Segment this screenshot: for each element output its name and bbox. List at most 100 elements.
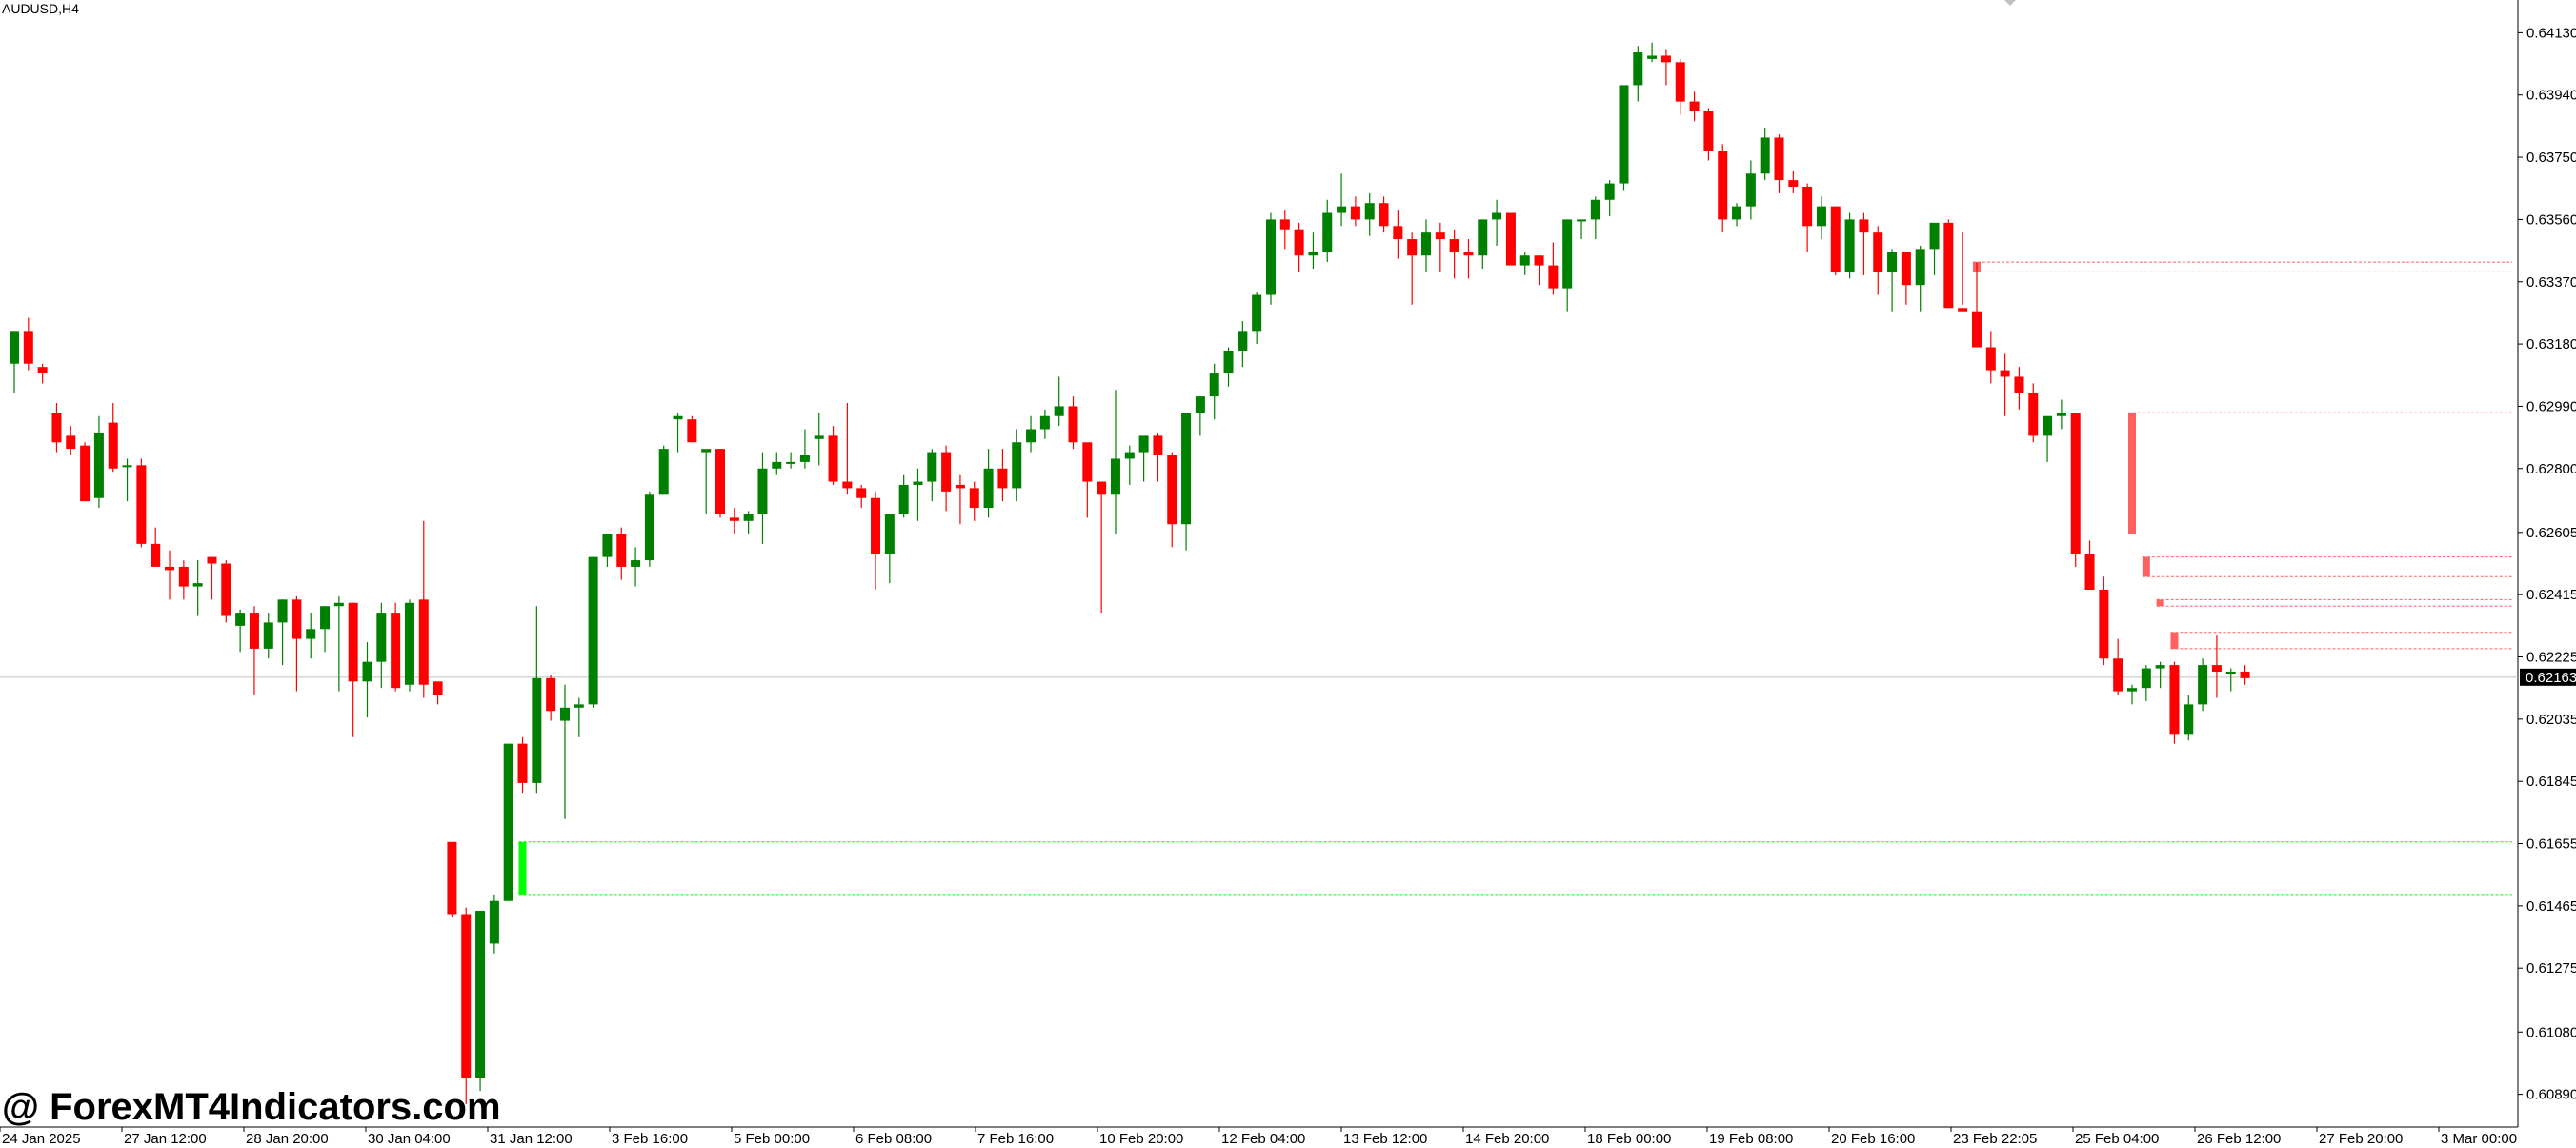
candle-body-15	[221, 563, 231, 616]
candle-body-6	[93, 432, 104, 498]
candle-body-124	[1760, 137, 1770, 174]
current-price-tag	[2520, 668, 2576, 686]
candle-body-99	[1407, 239, 1418, 256]
candle-body-125	[1774, 137, 1784, 181]
candle-body-118	[1675, 62, 1685, 102]
candle-body-24	[348, 602, 358, 682]
candle-body-155	[2198, 665, 2208, 705]
candle-body-138	[1958, 308, 1968, 312]
candle-body-105	[1492, 212, 1502, 220]
candle-body-91	[1294, 229, 1304, 256]
candle-body-29	[418, 599, 429, 685]
candle-body-81	[1153, 435, 1163, 456]
candle-body-23	[333, 602, 344, 607]
candle-body-16	[235, 613, 246, 626]
candle-body-79	[1124, 452, 1135, 459]
candle-body-31	[447, 841, 457, 915]
candle-body-36	[517, 743, 528, 783]
candle-body-45	[644, 494, 654, 561]
candle-body-120	[1703, 111, 1714, 151]
candle-body-17	[249, 613, 259, 649]
candle-body-2	[37, 367, 48, 374]
candle-body-51	[729, 517, 739, 521]
candle-body-141	[2000, 370, 2010, 377]
y-tick-label-14: 0.61465	[2526, 898, 2576, 915]
x-tick-label-0: 24 Jan 2025	[2, 1131, 81, 1147]
candle-body-67	[955, 484, 965, 489]
candle-body-65	[927, 452, 937, 482]
candle-body-87	[1238, 331, 1248, 351]
x-tick-label-13: 18 Feb 00:00	[1587, 1131, 1671, 1147]
candle-body-4	[66, 435, 76, 450]
candle-body-93	[1322, 212, 1333, 252]
candle-body-1	[23, 331, 33, 364]
x-tick-label-7: 6 Feb 08:00	[855, 1131, 932, 1147]
candle-body-109	[1548, 265, 1559, 289]
candle-body-9	[136, 465, 147, 544]
y-tick-label-9: 0.62415	[2526, 587, 2576, 603]
candle-body-41	[588, 556, 598, 705]
candle-body-73	[1039, 415, 1050, 430]
x-tick-label-8: 7 Feb 16:00	[977, 1131, 1054, 1147]
candle-body-88	[1252, 294, 1262, 332]
candle-body-40	[574, 704, 584, 708]
candle-body-56	[799, 455, 810, 462]
candle-body-100	[1421, 232, 1431, 256]
zone-marker-3	[2142, 556, 2150, 577]
candle-body-50	[715, 449, 725, 514]
candle-body-133	[1887, 252, 1898, 272]
candle-body-123	[1745, 173, 1756, 207]
candle-body-96	[1364, 203, 1375, 220]
candle-body-57	[814, 435, 824, 439]
candle-body-140	[1985, 347, 1996, 371]
y-tick-label-2: 0.63750	[2526, 150, 2576, 166]
y-tick-label-12: 0.61845	[2526, 774, 2576, 790]
candle-body-146	[2070, 413, 2081, 554]
candle-body-147	[2084, 554, 2095, 591]
candle-body-10	[151, 543, 161, 567]
candle-body-59	[842, 481, 853, 489]
x-tick-label-20: 3 Mar 00:00	[2441, 1131, 2517, 1147]
candle-body-156	[2211, 665, 2222, 672]
x-tick-label-14: 19 Feb 08:00	[1709, 1131, 1793, 1147]
candle-body-153	[2169, 665, 2180, 735]
candle-body-135	[1915, 249, 1925, 286]
y-tick-label-3: 0.63560	[2526, 211, 2576, 228]
chart-shift-marker-icon	[2004, 0, 2016, 6]
candle-body-114	[1619, 85, 1629, 184]
y-tick-label-17: 0.60890	[2526, 1087, 2576, 1103]
candle-body-75	[1068, 406, 1078, 443]
candle-body-46	[658, 449, 669, 495]
candle-body-47	[673, 415, 683, 420]
candle-body-63	[898, 484, 909, 514]
candle-body-136	[1929, 222, 1940, 250]
candle-body-110	[1562, 219, 1573, 289]
candle-body-129	[1830, 206, 1841, 272]
candle-body-0	[10, 331, 19, 364]
y-tick-label-16: 0.61080	[2526, 1024, 2576, 1040]
candle-body-39	[559, 707, 570, 721]
x-tick-label-16: 23 Feb 22:05	[1953, 1131, 2037, 1147]
candle-body-43	[616, 534, 627, 567]
x-tick-label-18: 26 Feb 12:00	[2197, 1131, 2281, 1147]
candle-body-69	[983, 468, 994, 509]
candle-body-42	[602, 534, 613, 557]
candle-body-94	[1337, 206, 1347, 213]
candle-body-71	[1012, 442, 1022, 489]
x-tick-label-9: 10 Feb 20:00	[1099, 1131, 1183, 1147]
y-tick-label-0: 0.64130	[2526, 25, 2576, 41]
candle-body-121	[1718, 151, 1728, 220]
candle-body-11	[165, 566, 175, 571]
candle-body-122	[1732, 206, 1742, 220]
y-tick-label-6: 0.62990	[2526, 398, 2576, 414]
zone-marker-5	[2170, 632, 2179, 649]
x-tick-label-2: 28 Jan 20:00	[246, 1131, 329, 1147]
candle-body-8	[122, 465, 132, 468]
candle-body-117	[1660, 55, 1671, 63]
candle-body-82	[1167, 455, 1177, 525]
candle-body-154	[2184, 704, 2194, 735]
candle-body-158	[2240, 671, 2250, 678]
y-tick-label-7: 0.62800	[2526, 461, 2576, 477]
x-tick-label-19: 27 Feb 20:00	[2319, 1131, 2403, 1147]
